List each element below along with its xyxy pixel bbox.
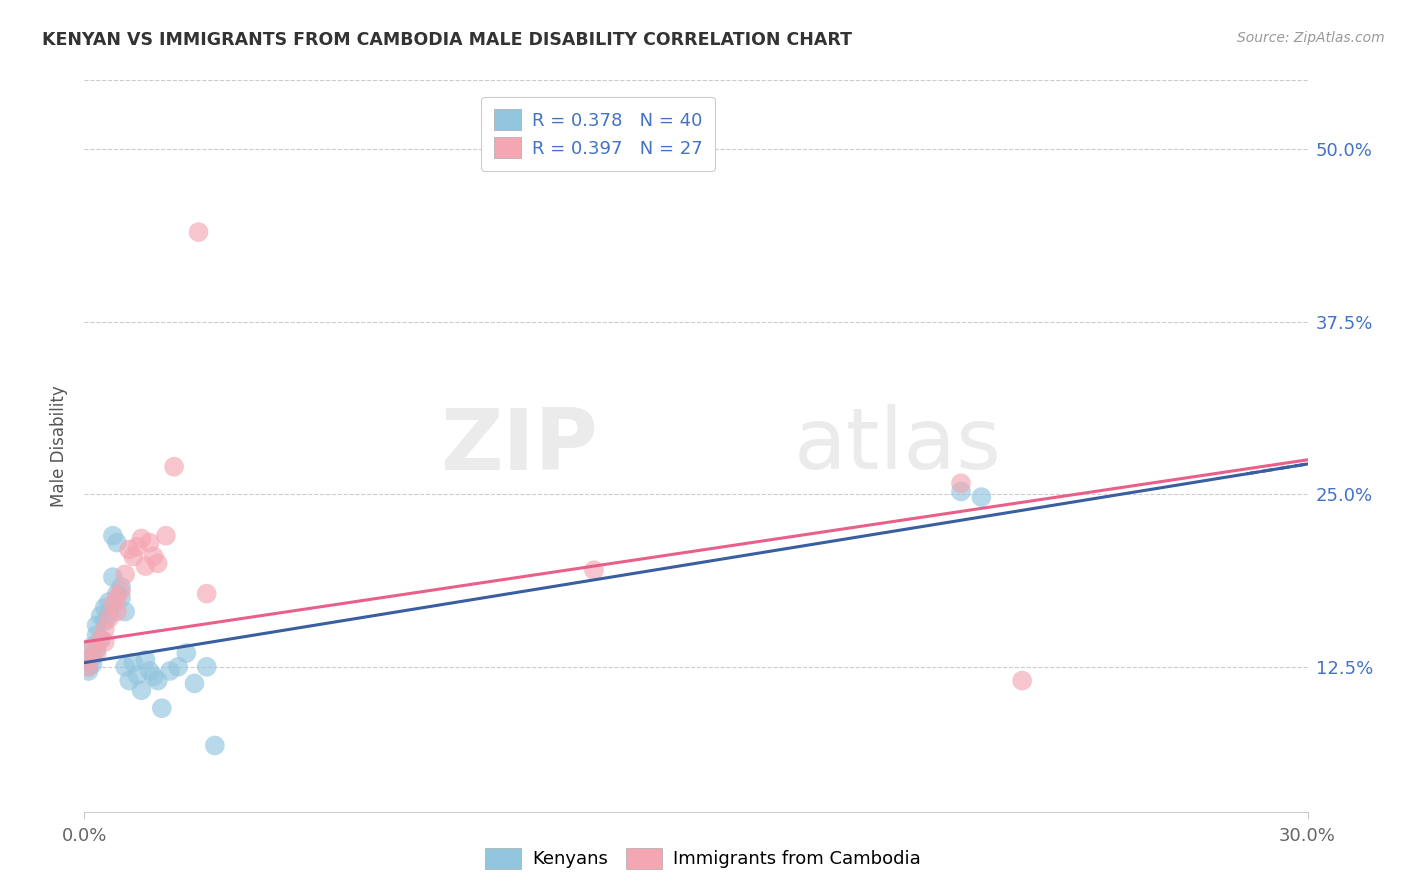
Point <box>77 653 100 667</box>
Point <box>93 600 115 615</box>
Point <box>77 664 100 678</box>
Point <box>105 591 128 605</box>
Point <box>77 660 100 674</box>
Point <box>114 567 136 582</box>
Point <box>135 653 157 667</box>
Text: atlas: atlas <box>794 404 1002 488</box>
Point <box>950 476 973 491</box>
Point <box>163 459 186 474</box>
Point <box>90 632 112 647</box>
Point <box>146 673 169 688</box>
Point <box>93 623 115 637</box>
Point <box>167 660 190 674</box>
Point <box>86 646 108 660</box>
Point <box>142 549 165 564</box>
Point <box>82 650 104 665</box>
Point <box>150 701 173 715</box>
Point <box>159 664 181 678</box>
Point <box>86 618 108 632</box>
Point <box>77 660 100 674</box>
Point <box>114 605 136 619</box>
Point <box>131 532 153 546</box>
Point <box>127 540 149 554</box>
Point <box>950 484 973 499</box>
Point <box>183 676 205 690</box>
Point <box>138 535 160 549</box>
Point <box>93 614 115 628</box>
Point <box>105 605 128 619</box>
Point <box>1011 673 1033 688</box>
Y-axis label: Male Disability: Male Disability <box>51 385 69 507</box>
Point <box>101 598 124 612</box>
Point <box>122 549 145 564</box>
Point <box>122 656 145 670</box>
Point <box>135 559 157 574</box>
Text: Source: ZipAtlas.com: Source: ZipAtlas.com <box>1237 31 1385 45</box>
Point <box>110 591 132 605</box>
Point <box>118 673 141 688</box>
Point <box>174 646 197 660</box>
Point <box>146 557 169 571</box>
Point <box>155 529 177 543</box>
Point <box>105 535 128 549</box>
Point <box>101 529 124 543</box>
Point <box>195 660 218 674</box>
Point <box>82 657 104 671</box>
Point <box>82 641 104 656</box>
Point <box>97 607 120 622</box>
Point <box>970 490 993 504</box>
Point <box>114 660 136 674</box>
Point <box>131 683 153 698</box>
Legend: Kenyans, Immigrants from Cambodia: Kenyans, Immigrants from Cambodia <box>478 840 928 876</box>
Point <box>110 583 132 598</box>
Point <box>187 225 209 239</box>
Point <box>101 570 124 584</box>
Point <box>90 608 112 623</box>
Point <box>86 641 108 656</box>
Point <box>583 563 606 577</box>
Point <box>142 669 165 683</box>
Point <box>118 542 141 557</box>
Point <box>82 639 104 653</box>
Legend: R = 0.378   N = 40, R = 0.397   N = 27: R = 0.378 N = 40, R = 0.397 N = 27 <box>481 96 716 171</box>
Point <box>138 664 160 678</box>
Point <box>127 668 149 682</box>
Point <box>93 635 115 649</box>
Point <box>110 580 132 594</box>
Text: KENYAN VS IMMIGRANTS FROM CAMBODIA MALE DISABILITY CORRELATION CHART: KENYAN VS IMMIGRANTS FROM CAMBODIA MALE … <box>42 31 852 49</box>
Point <box>86 628 108 642</box>
Point <box>90 632 112 647</box>
Point <box>204 739 226 753</box>
Point <box>195 587 218 601</box>
Text: ZIP: ZIP <box>440 404 598 488</box>
Point <box>105 587 128 601</box>
Point <box>77 653 100 667</box>
Point <box>97 611 120 625</box>
Point <box>97 595 120 609</box>
